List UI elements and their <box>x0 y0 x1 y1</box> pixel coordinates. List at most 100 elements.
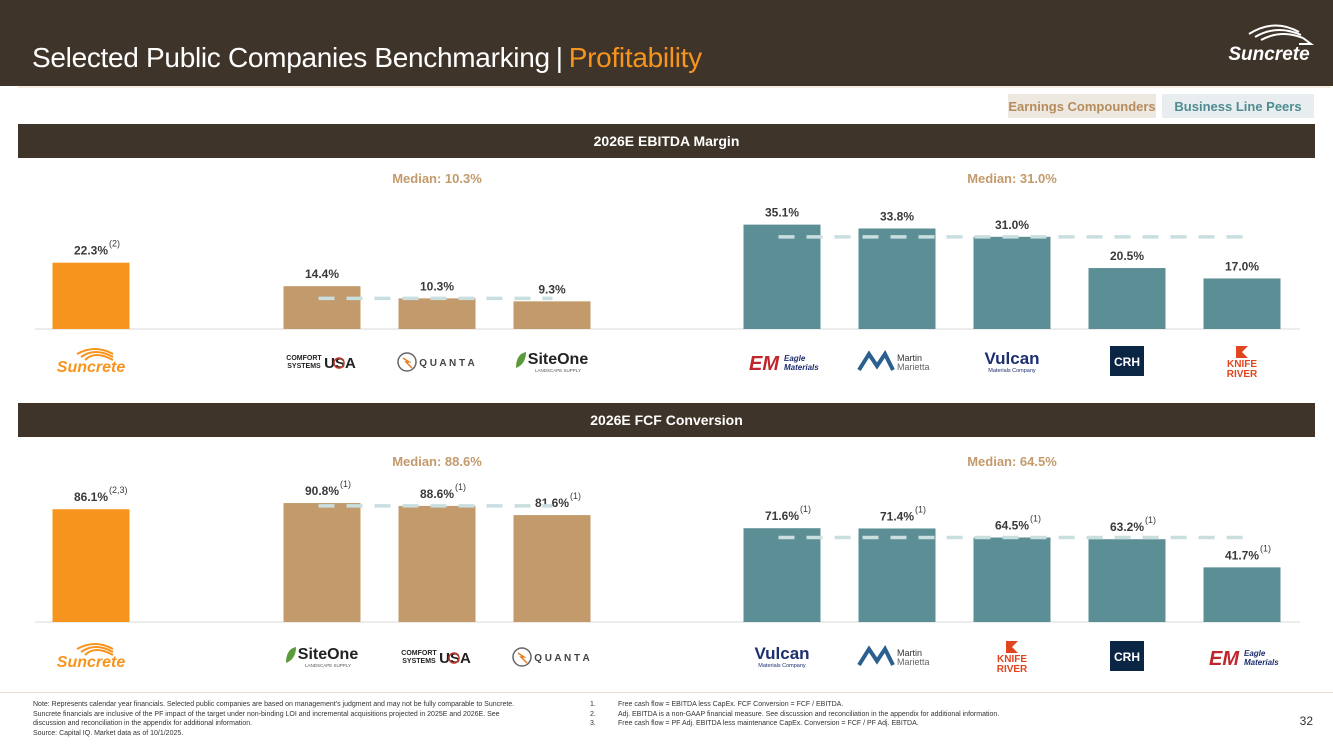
bar <box>858 228 936 329</box>
martin-mountain-icon <box>857 645 895 667</box>
knife-river-mark-icon <box>1236 346 1248 358</box>
footnote-marker: (1) <box>1030 514 1041 524</box>
suncrete-wordmark: Suncrete <box>57 654 126 671</box>
martin-wordmark: Martin <box>897 648 922 658</box>
data-label: 17.0% <box>1225 259 1259 273</box>
siteone-wordmark: SiteOne <box>528 351 589 368</box>
suncrete-swoosh <box>84 354 114 361</box>
data-label: 20.5% <box>1110 249 1144 263</box>
chart2-title: 2026E FCF Conversion <box>18 403 1315 437</box>
footnote-marker: (1) <box>1145 515 1156 525</box>
data-label: 86.1% <box>74 490 108 504</box>
logo-text: Suncrete <box>1228 44 1310 65</box>
footer-note: Note: Represents calendar year financial… <box>33 700 583 738</box>
siteone-tagline: LANDSCAPE SUPPLY <box>305 663 351 668</box>
data-label: 22.3% <box>74 244 108 258</box>
data-label: 14.4% <box>305 267 339 281</box>
comfort-wordmark: SYSTEMS <box>402 658 436 665</box>
page-number: 32 <box>1299 714 1313 728</box>
bar <box>973 537 1051 622</box>
page-title: Selected Public Companies Benchmarking | P… <box>32 42 702 74</box>
footnote-marker: (1) <box>800 504 811 514</box>
comfort-wordmark: COMFORT <box>286 355 322 362</box>
footnote-marker: (1) <box>570 491 581 501</box>
footnote-text: Free cash flow = PF Adj. EBITDA less mai… <box>618 720 919 728</box>
knife-river-mark-icon <box>1006 641 1018 653</box>
eagle-wordmark: Materials <box>784 363 819 372</box>
median-label: Median: 64.5% <box>967 454 1057 469</box>
median-label: Median: 88.6% <box>392 454 482 469</box>
bar <box>1088 268 1166 329</box>
comfort-wordmark: SYSTEMS <box>287 363 321 370</box>
martin-wordmark: Martin <box>897 353 922 363</box>
quanta-logo: Q U A N T A <box>512 647 590 667</box>
note-line: discussion and reconciliation in the app… <box>33 720 253 728</box>
suncrete-swoosh <box>76 348 114 355</box>
suncrete-logo: Suncrete <box>57 643 126 671</box>
eagle-wordmark: Eagle <box>1244 649 1266 658</box>
crh-logo-box <box>1110 346 1144 376</box>
data-label: 9.3% <box>538 282 566 296</box>
median-label: Median: 31.0% <box>967 171 1057 186</box>
martin-wordmark: Marietta <box>897 657 930 667</box>
crh-logo-box <box>1110 641 1144 671</box>
siteone-tagline: LANDSCAPE SUPPLY <box>535 368 581 373</box>
usa-wordmark: USA <box>324 355 356 372</box>
legend-earnings-compounders: Earnings Compounders <box>1008 94 1156 118</box>
bar <box>1088 539 1166 622</box>
title-separator: | <box>555 42 563 73</box>
suncrete-logo: Suncrete <box>1228 24 1314 65</box>
median-label: Median: 10.3% <box>392 171 482 186</box>
quanta-wordmark: Q U A N T A <box>419 358 475 369</box>
quanta-bolt-icon <box>517 652 528 664</box>
eagle-wordmark: Materials <box>1244 658 1279 667</box>
suncrete-swoosh <box>80 646 114 653</box>
footnote-row: 3. Free cash flow = PF Adj. EBITDA less m… <box>590 719 1250 729</box>
quanta-bolt-icon <box>402 357 413 369</box>
footnote-number: 1. <box>590 701 596 708</box>
eagle-mark: EM <box>1209 648 1240 670</box>
bar <box>52 509 130 622</box>
bar <box>283 286 361 329</box>
bar <box>973 236 1051 329</box>
footnote-marker: (2,3) <box>109 485 128 495</box>
quanta-logo: Q U A N T A <box>397 352 475 372</box>
siteone-leaf-icon <box>516 352 526 368</box>
data-label: 71.4% <box>880 509 914 523</box>
data-label: 41.7% <box>1225 548 1259 562</box>
header-divider <box>18 86 1331 88</box>
chart1-title: 2026E EBITDA Margin <box>18 124 1315 158</box>
data-label: 35.1% <box>765 206 799 220</box>
bar <box>743 528 821 622</box>
usa-circle-icon <box>448 652 460 664</box>
header-bar <box>0 0 1333 86</box>
footnote-row: 1. Free cash flow = EBITDA less CapEx. FC… <box>590 700 1250 710</box>
bar <box>513 515 591 622</box>
data-label: 88.6% <box>420 487 454 501</box>
martin-wordmark: Marietta <box>897 362 930 372</box>
vulcan-tagline: Materials Company <box>988 368 1036 374</box>
knife-river-wordmark: KNIFE <box>1227 359 1257 370</box>
bar <box>283 503 361 622</box>
title-accent: Profitability <box>568 42 702 73</box>
martin-mountain-icon <box>857 350 895 372</box>
bar <box>398 505 476 622</box>
footnote-marker: (1) <box>340 479 351 489</box>
note-line: Suncrete financials are inclusive of the… <box>33 710 500 718</box>
suncrete-swoosh <box>76 643 114 650</box>
data-label: 90.8% <box>305 484 339 498</box>
bar <box>743 224 821 329</box>
bar <box>513 301 591 329</box>
footnotes: 1. Free cash flow = EBITDA less CapEx. FC… <box>590 700 1250 729</box>
